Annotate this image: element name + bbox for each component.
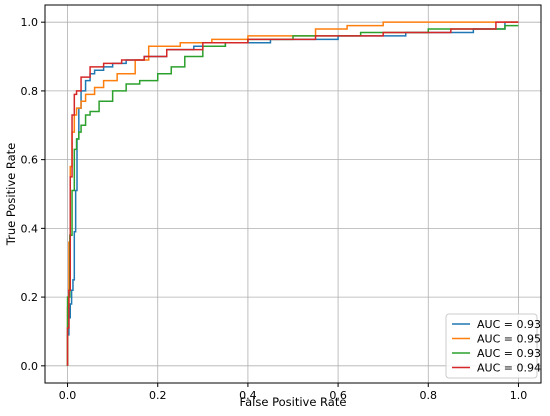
x-axis-label: False Positive Rate [240,395,347,409]
x-tick-label: 0.2 [149,389,167,402]
legend-label-2: AUC = 0.95 [477,333,541,346]
x-tick-label: 1.0 [510,389,528,402]
legend-label-1: AUC = 0.93 [477,318,541,331]
y-tick-label: 1.0 [21,16,39,29]
x-tick-label: 0.4 [239,389,257,402]
legend-box [445,313,538,379]
y-tick-label: 0.4 [21,222,39,235]
y-axis-label: True Positive Rate [4,143,18,246]
y-tick-label: 0.8 [21,85,39,98]
grid [45,5,541,383]
series-lines [66,21,519,366]
x-tick-label: 0.8 [420,389,438,402]
y-tick-label: 0.2 [21,291,39,304]
legend-label-3: AUC = 0.93 [477,347,541,360]
plot-frame [44,4,542,384]
y-tick-label: 0.0 [21,360,39,373]
roc-curve-series-3 [66,24,519,366]
x-tick-label: 0.6 [329,389,347,402]
x-tick-label: 0.0 [59,389,77,402]
y-tick-label: 0.6 [21,154,39,167]
roc-curve-series-4 [66,21,519,366]
legend-label-4: AUC = 0.94 [477,362,541,375]
axis-ticks: 0.0 0.2 0.4 0.6 0.8 1.0 0.0 0.2 0.4 0.6 0.8 1.0 [21,16,528,402]
